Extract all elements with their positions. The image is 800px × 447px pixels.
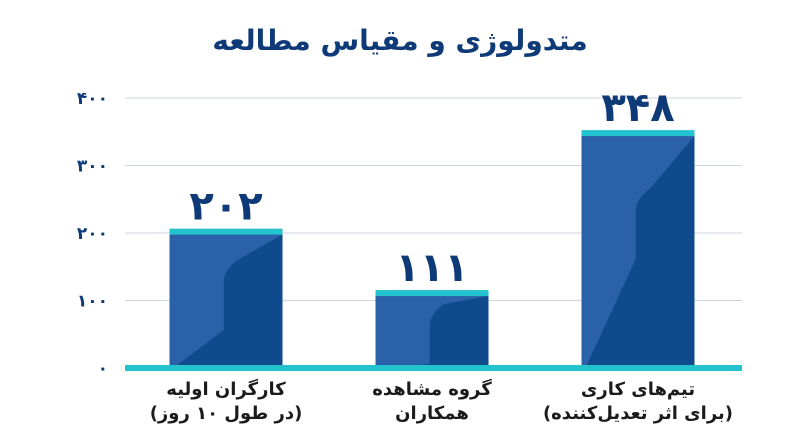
category-label: (در طول ۱۰ روز) <box>150 403 303 424</box>
bar-shade <box>173 234 283 368</box>
y-tick-label: ۱۰۰ <box>77 292 108 312</box>
category-label: کارگران اولیه <box>166 378 286 400</box>
category-label: گروه مشاهده <box>372 378 492 400</box>
x-axis: کارگران اولیه (در طول ۱۰ روز) گروه مشاهده ه… <box>125 365 742 424</box>
y-axis: ۰ ۱۰۰ ۲۰۰ ۳۰۰ ۴۰۰ <box>77 89 108 379</box>
y-tick-label: ۳۰۰ <box>77 157 108 177</box>
bar: ۳۴۸ <box>581 85 695 368</box>
y-tick-label: ۲۰۰ <box>77 224 108 244</box>
bar: ۱۱۱ <box>375 245 489 368</box>
bars: ۲۰۲ ۱۱۱ ۳۴۸ <box>169 85 695 368</box>
category-label: همکاران <box>395 403 469 424</box>
bar-cap <box>581 130 695 137</box>
bar-value-label: ۲۰۲ <box>189 184 262 230</box>
bar-value-label: ۱۱۱ <box>395 245 468 291</box>
chart-title: متدولوژی و مقیاس مطالعه <box>212 24 587 57</box>
bar-shade <box>379 296 489 368</box>
y-tick-label: ۴۰۰ <box>77 89 108 109</box>
bar-value-label: ۳۴۸ <box>601 85 674 131</box>
bar-shade <box>585 136 695 368</box>
bar-cap <box>375 290 489 297</box>
y-tick-label: ۰ <box>98 359 108 379</box>
category-label: (برای اثر تعدیل‌کننده) <box>543 403 733 424</box>
bar: ۲۰۲ <box>169 184 283 368</box>
bar-cap <box>169 228 283 235</box>
category-label: تیم‌های کاری <box>581 379 695 400</box>
